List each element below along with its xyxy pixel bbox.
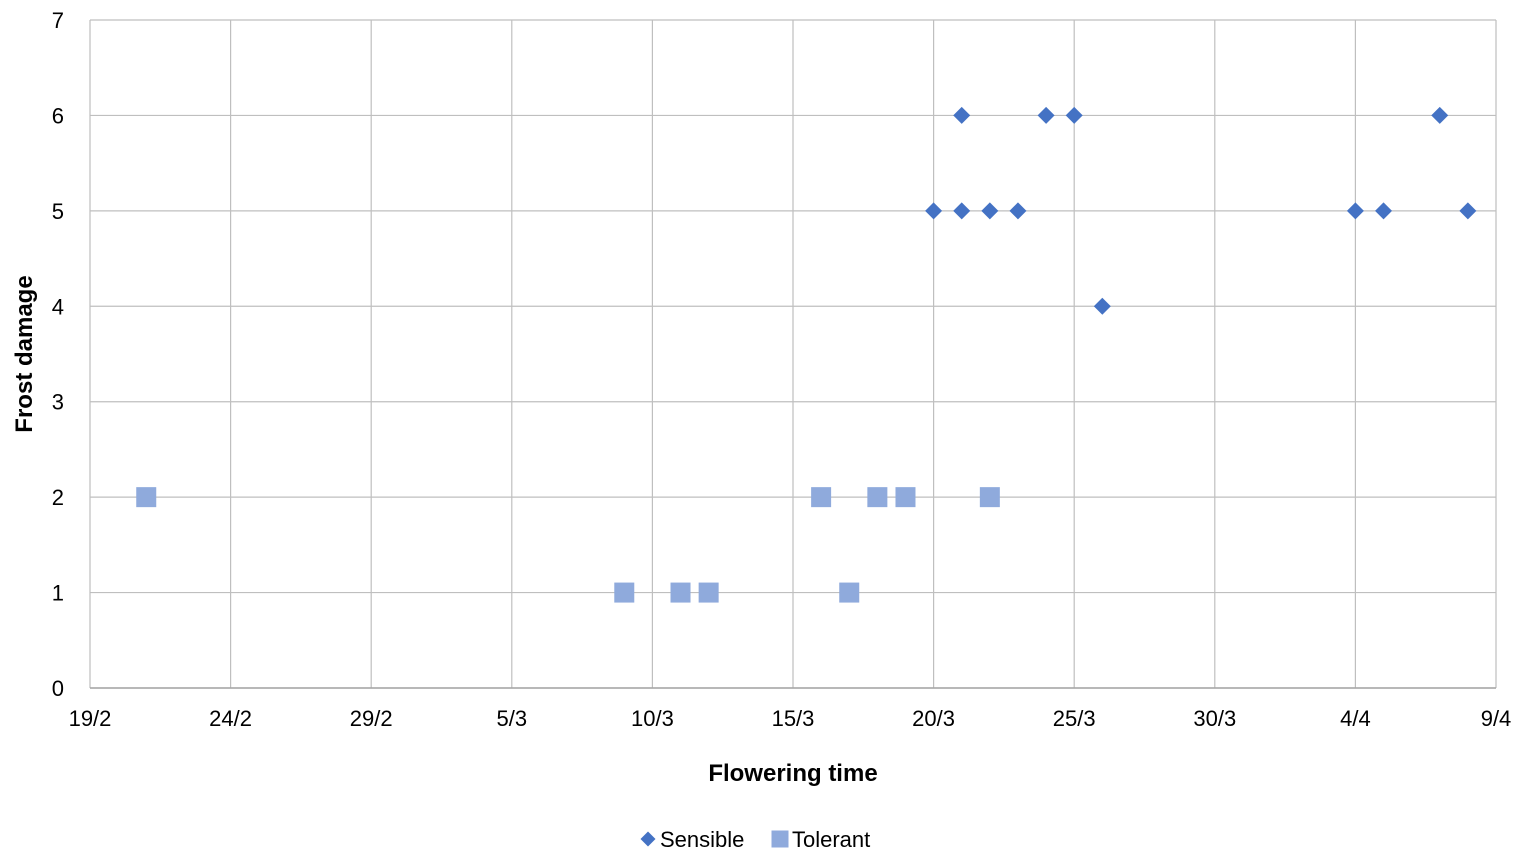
- y-tick-label: 1: [52, 581, 64, 606]
- tolerant-point: [670, 582, 691, 603]
- sensible-point: [1375, 202, 1393, 220]
- y-tick-label: 6: [52, 103, 64, 128]
- y-axis-title: Frost damage: [11, 275, 38, 432]
- sensible-point: [1459, 202, 1477, 220]
- sensible-point: [1346, 202, 1364, 220]
- x-tick-label: 4/4: [1340, 706, 1371, 731]
- legend-tolerant-marker: [771, 830, 789, 848]
- sensible-point: [981, 202, 999, 220]
- x-tick-label: 10/3: [631, 706, 674, 731]
- x-axis-title: Flowering time: [708, 760, 877, 787]
- legend-sensible-label: Sensible: [660, 827, 744, 852]
- grid: [89, 19, 1497, 689]
- sensible-point: [1431, 106, 1449, 124]
- tolerant-point: [136, 487, 157, 508]
- tolerant-point: [698, 582, 719, 603]
- y-tick-label: 0: [52, 676, 64, 701]
- data-points: [136, 106, 1477, 603]
- y-tick-label: 7: [52, 8, 64, 33]
- x-tick-label: 9/4: [1481, 706, 1512, 731]
- legend: Sensible Tolerant: [640, 827, 870, 852]
- x-tick-label: 20/3: [912, 706, 955, 731]
- x-tick-label: 5/3: [497, 706, 528, 731]
- tolerant-point: [979, 487, 1000, 508]
- tolerant-point: [811, 487, 832, 508]
- sensible-point: [1065, 106, 1083, 124]
- sensible-point: [953, 202, 971, 220]
- y-tick-label: 4: [52, 294, 64, 319]
- sensible-point: [953, 106, 971, 124]
- y-axis-ticks: 0 1 2 3 4 5 6 7: [52, 8, 64, 701]
- x-axis-ticks: 19/2 24/2 29/2 5/3 10/3 15/3 20/3 25/3 30/3 4/4 9/…: [69, 706, 1512, 731]
- tolerant-point: [614, 582, 635, 603]
- y-tick-label: 3: [52, 390, 64, 415]
- sensible-point: [1009, 202, 1027, 220]
- x-tick-label: 19/2: [69, 706, 112, 731]
- tolerant-point: [895, 487, 916, 508]
- sensible-point: [1093, 297, 1111, 315]
- x-tick-label: 30/3: [1193, 706, 1236, 731]
- tolerant-point: [867, 487, 888, 508]
- y-tick-label: 2: [52, 485, 64, 510]
- x-tick-label: 29/2: [350, 706, 393, 731]
- sensible-point: [1037, 106, 1055, 124]
- legend-sensible-marker: [640, 831, 656, 847]
- tolerant-point: [839, 582, 860, 603]
- y-tick-label: 5: [52, 199, 64, 224]
- x-tick-label: 25/3: [1053, 706, 1096, 731]
- sensible-point: [925, 202, 943, 220]
- legend-tolerant-label: Tolerant: [792, 827, 870, 852]
- x-tick-label: 24/2: [209, 706, 252, 731]
- x-tick-label: 15/3: [772, 706, 815, 731]
